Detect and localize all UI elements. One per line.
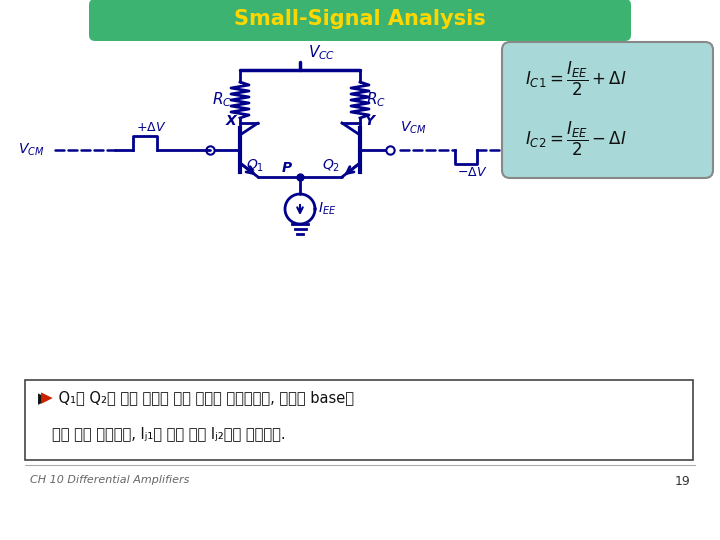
Text: $\blacktriangleright$: $\blacktriangleright$ bbox=[38, 390, 55, 406]
FancyBboxPatch shape bbox=[25, 380, 693, 460]
Text: $R_C$: $R_C$ bbox=[366, 91, 386, 109]
Text: 19: 19 bbox=[674, 475, 690, 488]
Text: $R_C$: $R_C$ bbox=[212, 91, 232, 109]
Text: Y: Y bbox=[364, 114, 374, 128]
Text: $-\Delta V$: $-\Delta V$ bbox=[457, 166, 487, 179]
Text: $V_{CM}$: $V_{CM}$ bbox=[400, 119, 426, 136]
Text: X: X bbox=[226, 114, 237, 128]
Text: $I_{C1} = \dfrac{I_{EE}}{2} + \Delta I$: $I_{C1} = \dfrac{I_{EE}}{2} + \Delta I$ bbox=[525, 60, 627, 98]
FancyBboxPatch shape bbox=[89, 0, 631, 41]
Text: P: P bbox=[282, 161, 292, 175]
Text: $Q_2$: $Q_2$ bbox=[322, 158, 340, 174]
Text: $V_{CC}$: $V_{CC}$ bbox=[308, 43, 336, 62]
Text: ▶  Q₁과 Q₂에 대한 입력이 같은 양만큼 증감하므로, 그리고 base는: ▶ Q₁과 Q₂에 대한 입력이 같은 양만큼 증감하므로, 그리고 base는 bbox=[38, 390, 354, 405]
Text: $I_{C2} = \dfrac{I_{EE}}{2} - \Delta I$: $I_{C2} = \dfrac{I_{EE}}{2} - \Delta I$ bbox=[525, 120, 627, 158]
Text: Small-Signal Analysis: Small-Signal Analysis bbox=[234, 9, 486, 29]
Text: 같이 묶여 있으므로, Iⱼ₁의 증가 만큼 Iⱼ₂에서 감소한다.: 같이 묶여 있으므로, Iⱼ₁의 증가 만큼 Iⱼ₂에서 감소한다. bbox=[52, 426, 286, 441]
Text: $V_{CM}$: $V_{CM}$ bbox=[18, 142, 45, 158]
Text: $Q_1$: $Q_1$ bbox=[246, 158, 264, 174]
Text: $I_{EE}$: $I_{EE}$ bbox=[318, 201, 336, 217]
Text: $+\Delta V$: $+\Delta V$ bbox=[136, 121, 166, 134]
Text: CH 10 Differential Amplifiers: CH 10 Differential Amplifiers bbox=[30, 475, 189, 485]
FancyBboxPatch shape bbox=[502, 42, 713, 178]
